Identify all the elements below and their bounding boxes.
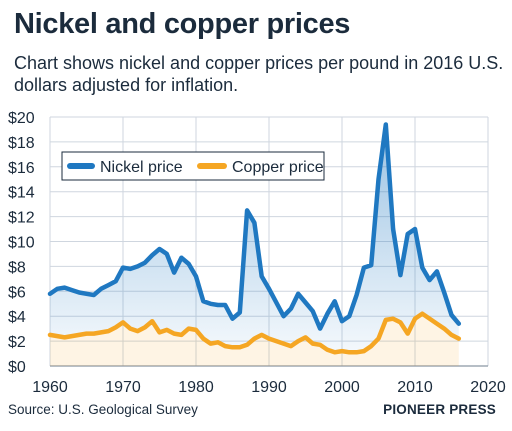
- x-tick-label: 1990: [251, 379, 287, 396]
- copper-price-line: [47, 311, 462, 355]
- x-tick-label: 2010: [397, 379, 433, 396]
- axis-labels: $0 $2 $4 $6 $8 $10 $12 $14 $16 $18 $20 1960 1970 1980…: [8, 110, 506, 396]
- y-tick-label: $12: [8, 210, 35, 227]
- source-note: Source: U.S. Geological Survey: [8, 402, 198, 417]
- x-tick-label: 1980: [178, 379, 214, 396]
- x-tick-label: 1970: [105, 379, 141, 396]
- x-tick-label: 1960: [32, 379, 68, 396]
- y-tick-label: $10: [8, 235, 35, 252]
- legend: Nickel price Copper price: [61, 151, 325, 181]
- nickel-price-line: [47, 122, 462, 331]
- line-chart: $0 $2 $4 $6 $8 $10 $12 $14 $16 $18 $20 1960 1970 1980…: [8, 110, 506, 396]
- x-tick-label: 2000: [324, 379, 360, 396]
- y-tick-label: $2: [8, 334, 26, 351]
- y-tick-label: $4: [8, 309, 26, 326]
- chart-title: Nickel and copper prices: [14, 8, 351, 40]
- credit: PIONEER PRESS: [383, 402, 496, 417]
- y-tick-label: $8: [8, 259, 26, 276]
- legend-box: [61, 151, 325, 181]
- y-tick-label: $18: [8, 135, 35, 152]
- nickel-price-legend-label: Nickel price: [100, 159, 183, 176]
- y-tick-label: $6: [8, 284, 26, 301]
- chart-subtitle: Chart shows nickel and copper prices per…: [14, 53, 504, 95]
- series-lines: [47, 122, 462, 355]
- copper-price-legend-label: Copper price: [232, 159, 324, 176]
- x-tick-label: 2020: [470, 379, 506, 396]
- y-tick-label: $16: [8, 160, 35, 177]
- y-tick-label: $0: [8, 359, 26, 376]
- y-tick-label: $14: [8, 185, 35, 202]
- y-tick-label: $20: [8, 110, 35, 127]
